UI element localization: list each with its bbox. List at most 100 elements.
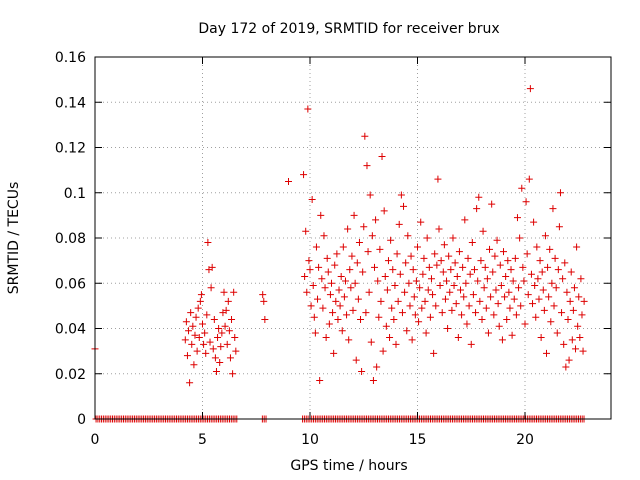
data-point — [577, 275, 585, 283]
data-point — [285, 177, 292, 185]
data-point — [346, 266, 354, 274]
data-point — [511, 254, 519, 262]
data-point — [479, 227, 487, 235]
data-point — [548, 279, 556, 287]
y-tick-labels: 0 0.02 0.04 0.06 0.08 0.1 0.12 0.14 0.16 — [55, 50, 86, 428]
data-point — [497, 282, 505, 290]
data-point — [549, 205, 557, 213]
data-point — [440, 241, 448, 249]
y-tick-label: 0.02 — [55, 367, 86, 383]
data-point — [453, 272, 461, 280]
data-point — [455, 248, 463, 256]
data-point — [337, 272, 345, 280]
data-point — [437, 257, 445, 265]
data-point — [347, 284, 355, 292]
data-point — [393, 250, 401, 258]
data-point — [365, 288, 373, 296]
data-point — [507, 266, 515, 274]
data-point — [218, 329, 226, 337]
data-point — [210, 315, 218, 323]
data-point — [208, 263, 216, 271]
data-point — [426, 313, 434, 321]
data-point — [301, 272, 309, 280]
data-point — [357, 315, 365, 323]
data-point — [217, 343, 225, 351]
data-point — [232, 347, 240, 355]
data-point — [372, 216, 380, 224]
data-point — [404, 232, 412, 240]
data-point — [309, 282, 317, 290]
data-point — [526, 85, 534, 93]
data-point — [573, 243, 581, 251]
data-point — [569, 306, 577, 314]
data-point — [465, 302, 473, 310]
data-point — [532, 313, 540, 321]
data-point — [515, 284, 523, 292]
data-point — [432, 302, 440, 310]
data-point — [402, 259, 410, 267]
data-point — [419, 270, 427, 278]
data-point — [259, 291, 267, 299]
data-point — [438, 309, 446, 317]
data-point — [320, 232, 328, 240]
data-point — [476, 297, 484, 305]
data-point — [344, 225, 352, 233]
data-point — [415, 318, 423, 326]
data-point — [538, 268, 546, 276]
data-point — [260, 297, 268, 305]
data-point — [533, 243, 541, 251]
data-point — [364, 248, 372, 256]
data-point — [447, 266, 455, 274]
data-point — [461, 216, 469, 224]
data-point — [191, 331, 199, 339]
data-point — [315, 263, 323, 271]
data-point — [338, 327, 346, 335]
data-point — [352, 356, 360, 364]
data-point — [563, 288, 571, 296]
data-point — [530, 218, 538, 226]
data-point — [508, 331, 516, 339]
data-point — [384, 257, 392, 265]
data-point — [540, 306, 548, 314]
data-point — [551, 254, 559, 262]
data-point — [555, 223, 563, 231]
data-point — [487, 293, 495, 301]
data-point — [201, 329, 209, 337]
data-point — [401, 288, 409, 296]
data-point — [322, 334, 330, 342]
data-point — [182, 318, 190, 326]
y-tick-label: 0.12 — [55, 141, 86, 157]
data-point — [310, 313, 318, 321]
data-point — [566, 297, 574, 305]
data-point — [562, 363, 570, 371]
data-point — [319, 304, 327, 312]
data-point — [387, 236, 395, 244]
data-point — [434, 175, 442, 183]
data-point — [545, 293, 553, 301]
data-point — [411, 311, 419, 319]
data-point — [212, 367, 220, 375]
data-point — [397, 191, 405, 199]
data-point — [430, 349, 438, 357]
x-tick-labels: 0 5 10 15 20 — [91, 432, 534, 448]
data-point — [473, 205, 481, 213]
data-point — [190, 361, 198, 369]
data-point — [451, 259, 459, 267]
data-point — [204, 239, 212, 247]
data-point — [350, 211, 358, 219]
data-point — [493, 236, 501, 244]
data-point — [375, 313, 383, 321]
data-point — [373, 363, 381, 371]
data-point — [202, 349, 210, 357]
y-axis-label: SRMTID / TECUs — [6, 182, 22, 295]
data-point — [537, 334, 545, 342]
y-tick-label: 0.16 — [55, 50, 86, 66]
data-point — [513, 214, 521, 222]
data-point — [448, 306, 456, 314]
data-points — [91, 85, 588, 423]
data-point — [388, 304, 396, 312]
data-point — [527, 270, 535, 278]
data-point — [500, 248, 507, 256]
data-point — [369, 377, 377, 385]
y-tick-label: 0.08 — [55, 231, 86, 247]
